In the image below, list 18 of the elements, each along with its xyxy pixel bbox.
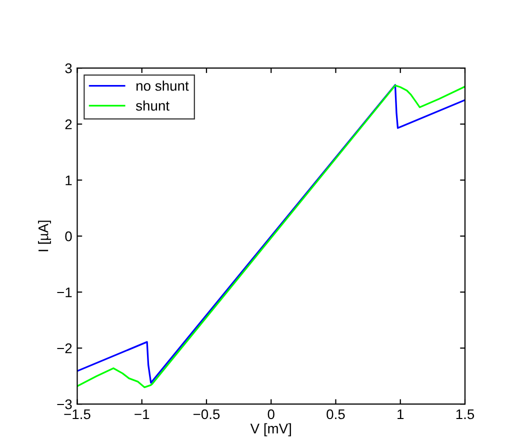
x-tick-label: −1 xyxy=(134,409,150,420)
x-tick-label: 1.5 xyxy=(456,409,474,420)
y-tick-label: −1 xyxy=(57,288,72,298)
y-tick-label: 3 xyxy=(65,63,72,74)
y-tick-label: 2 xyxy=(65,119,72,130)
y-tick-label: −2 xyxy=(57,343,72,354)
y-axis-title: I [µA] xyxy=(38,220,51,252)
y-tick-label: 1 xyxy=(66,176,72,186)
x-axis-title: V [mV] xyxy=(250,423,291,436)
x-tick-label: 0 xyxy=(268,409,274,420)
legend-label: no shunt xyxy=(136,80,189,91)
x-tick-label: −1.5 xyxy=(64,409,90,420)
x-tick-label: −0.5 xyxy=(193,409,220,420)
legend-label: shunt xyxy=(136,100,170,111)
x-tick-label: 1 xyxy=(398,409,404,420)
y-tick-label: 0 xyxy=(65,231,72,242)
y-tick-label: −3 xyxy=(57,399,72,410)
x-tick-label: 0.5 xyxy=(326,409,345,420)
